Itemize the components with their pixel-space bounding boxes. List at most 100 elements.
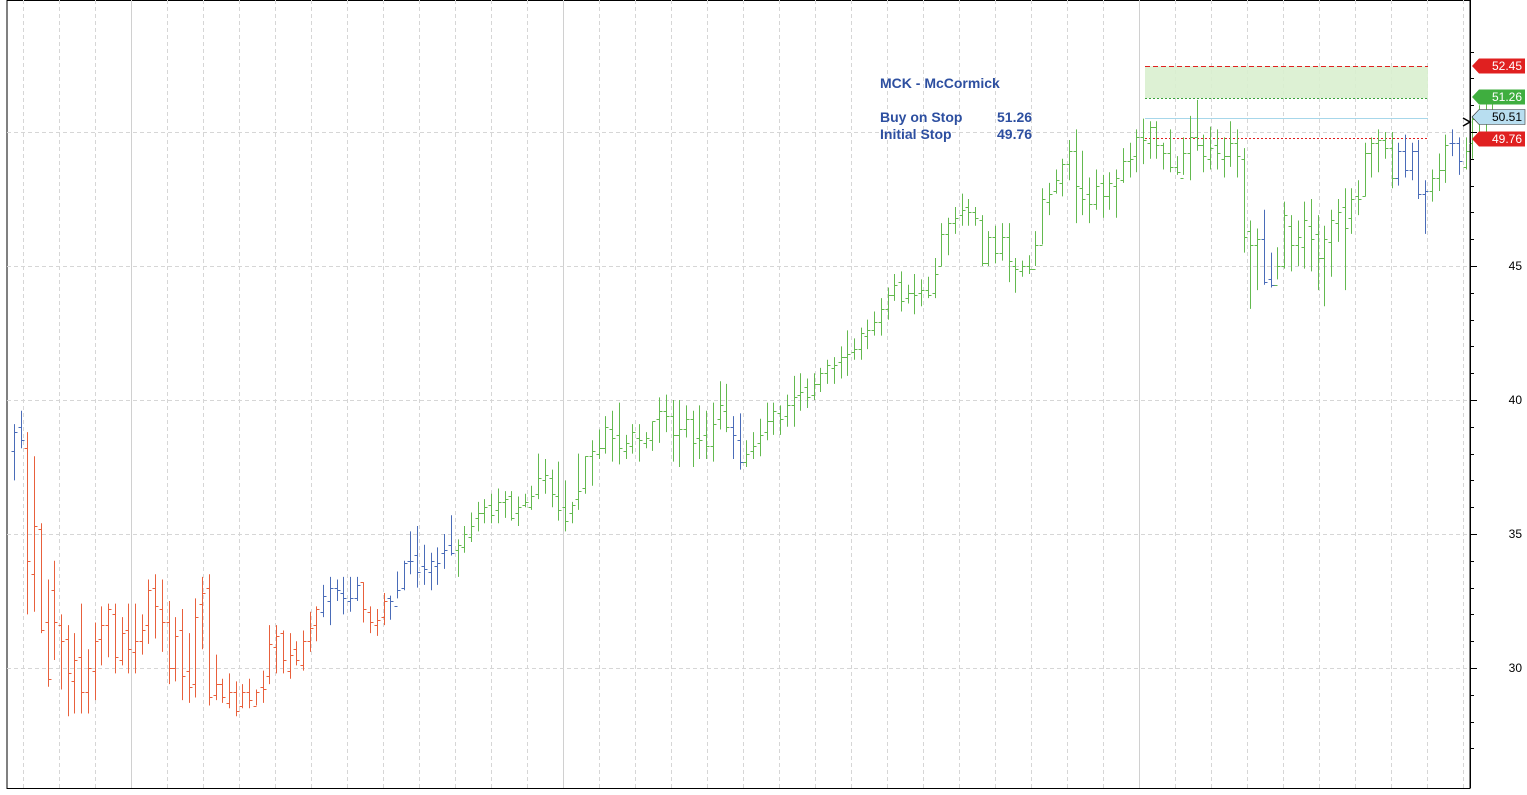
price-bar <box>1288 215 1295 272</box>
target-tag-label: 52.45 <box>1492 59 1522 73</box>
last-price-tag: 50.51 <box>1471 109 1526 125</box>
price-bar <box>730 416 737 459</box>
price-bar <box>858 327 865 360</box>
price-bar <box>260 670 267 703</box>
buy-on-stop-label: Buy on Stop <box>880 109 962 125</box>
price-bar <box>407 531 414 575</box>
price-bar <box>508 491 515 521</box>
price-bar <box>535 453 542 500</box>
price-bar <box>1436 153 1443 191</box>
price-bar <box>475 501 482 532</box>
price-bar <box>179 609 186 701</box>
price-bar <box>743 440 750 467</box>
level-lines <box>1145 66 1428 139</box>
chart-title: MCK - McCormick <box>880 75 1000 91</box>
price-bar <box>1463 137 1470 170</box>
price-bar <box>1180 137 1187 179</box>
price-bar <box>11 424 18 481</box>
price-bar <box>945 217 952 256</box>
price-bar <box>905 284 912 304</box>
target-tag: 52.45 <box>1472 58 1525 74</box>
price-bar <box>1127 142 1134 178</box>
price-bar <box>239 684 246 709</box>
price-bar <box>488 493 495 524</box>
price-bar <box>71 633 78 714</box>
price-bar <box>623 434 630 459</box>
price-bar <box>1026 255 1033 275</box>
price-bar <box>374 609 381 636</box>
price-bar <box>1174 156 1181 175</box>
price-bar <box>1355 180 1362 216</box>
price-bar <box>206 574 213 706</box>
price-bar <box>266 625 273 685</box>
price-bar <box>78 603 85 714</box>
price-bar <box>132 603 139 674</box>
price-bar <box>1106 172 1113 210</box>
price-bar <box>1200 134 1207 173</box>
annotation-box: MCK - McCormick Buy on Stop 51.26 Initia… <box>880 75 1032 142</box>
price-bar <box>481 499 488 524</box>
price-bar <box>448 515 455 556</box>
last-price-pointer <box>1462 117 1472 127</box>
price-bar <box>1241 148 1248 253</box>
price-bar <box>313 606 320 642</box>
price-bar <box>999 223 1006 261</box>
price-bar <box>784 394 791 427</box>
price-bar <box>1194 99 1201 151</box>
price-bar <box>1032 231 1039 270</box>
price-bar <box>45 579 52 687</box>
price-bar <box>864 319 871 350</box>
price-bar <box>1348 188 1355 234</box>
price-bar <box>1254 228 1261 291</box>
price-bar <box>764 402 771 441</box>
price-bar <box>1160 142 1167 170</box>
price-bar <box>1395 142 1402 186</box>
price-bar <box>811 373 818 400</box>
buy-stop-tag-label: 51.26 <box>1492 90 1522 104</box>
price-bar <box>838 346 845 379</box>
initial-stop-tag-label: 49.76 <box>1492 132 1522 146</box>
price-bar <box>777 405 784 435</box>
price-bar <box>381 592 388 626</box>
price-bar <box>219 678 226 703</box>
price-bar <box>1019 260 1026 277</box>
price-bar <box>1409 142 1416 181</box>
price-bar <box>515 496 522 526</box>
price-bar <box>918 279 925 307</box>
price-bar <box>307 611 314 652</box>
price-bar <box>797 373 804 411</box>
price-bar <box>152 574 159 639</box>
price-bar <box>347 576 354 612</box>
price-bar <box>273 625 280 674</box>
price-bar <box>502 491 509 518</box>
price-bar <box>1100 174 1107 218</box>
price-bar <box>1415 140 1422 199</box>
price-bar <box>468 512 475 543</box>
price-bar <box>159 579 166 652</box>
price-bar <box>1140 118 1147 165</box>
price-bar <box>1328 209 1335 277</box>
y-tick-label: 45 <box>1509 259 1523 273</box>
price-bar <box>549 469 556 508</box>
price-bar <box>1221 137 1228 178</box>
price-bar <box>878 298 885 336</box>
price-bar <box>723 383 730 433</box>
price-bar <box>629 424 636 454</box>
price-bar <box>851 338 858 360</box>
price-bar <box>562 480 569 532</box>
price-bar <box>1429 169 1436 202</box>
price-bar <box>1382 132 1389 159</box>
last-price-tag-label: 50.51 <box>1492 110 1522 124</box>
price-bar <box>213 654 220 701</box>
price-bar <box>1079 150 1086 216</box>
price-bar <box>871 311 878 336</box>
price-bar <box>824 359 831 384</box>
price-bar <box>643 432 650 449</box>
price-bar <box>1073 129 1080 224</box>
price-bar <box>1059 158 1066 197</box>
price-bar <box>334 579 341 601</box>
buy-on-stop-value: 51.26 <box>997 109 1032 125</box>
price-bar <box>596 429 603 459</box>
price-bar <box>885 287 892 320</box>
